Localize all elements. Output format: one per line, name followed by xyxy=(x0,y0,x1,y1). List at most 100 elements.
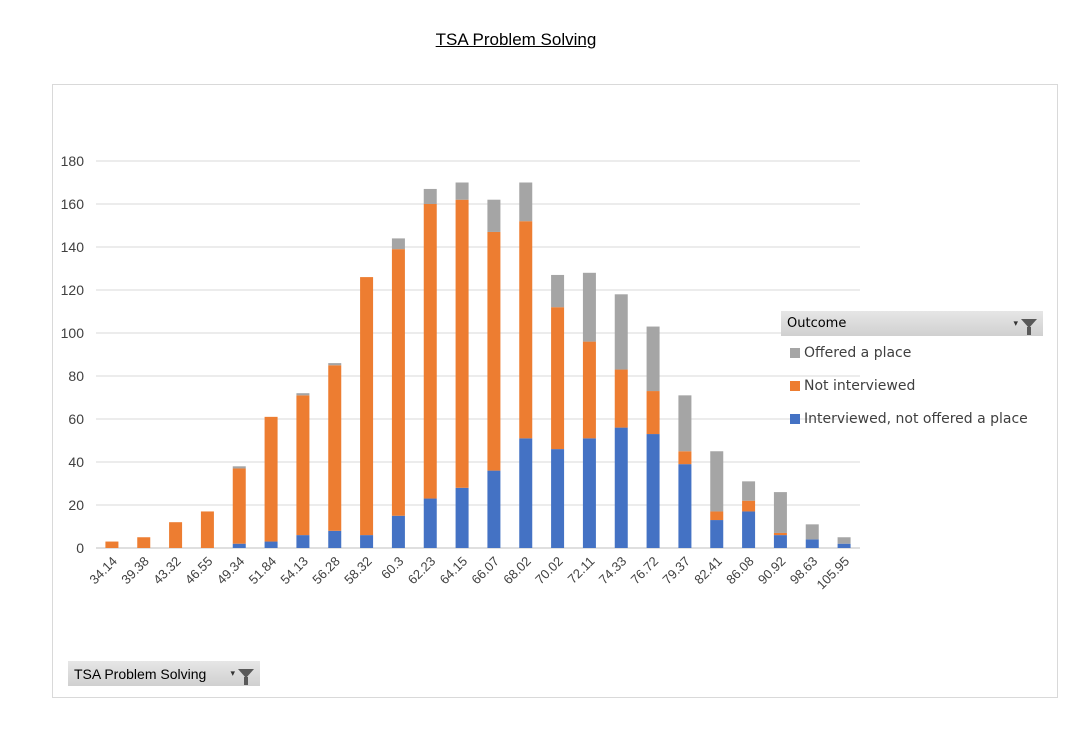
bar-segment xyxy=(232,466,246,469)
bar-segment xyxy=(582,438,596,548)
y-tick-label: 20 xyxy=(68,497,84,513)
bar-segment xyxy=(328,365,342,531)
y-tick-label: 0 xyxy=(76,540,84,556)
bar-segment xyxy=(169,522,183,548)
x-tick-label: 70.02 xyxy=(532,554,566,588)
bar-segment xyxy=(614,427,628,548)
bar-segment xyxy=(742,511,756,548)
x-tick-label: 76.72 xyxy=(628,554,662,588)
bar-segment xyxy=(773,492,787,533)
bar-segment xyxy=(105,541,119,548)
field-button-label: TSA Problem Solving xyxy=(74,665,207,682)
dropdown-caret-icon: ▾ xyxy=(230,668,235,678)
bar-segment xyxy=(487,470,501,548)
bar-segment xyxy=(519,221,533,439)
bar-segment xyxy=(455,487,469,548)
bar-segment xyxy=(296,393,310,396)
x-tick-label: 49.34 xyxy=(214,554,248,588)
filter-funnel-icon xyxy=(238,669,254,685)
legend-item[interactable]: Not interviewed xyxy=(781,369,1043,402)
bar-segment xyxy=(423,498,437,548)
legend-title: Outcome xyxy=(787,316,847,331)
y-tick-label: 60 xyxy=(68,411,84,427)
bar-segment xyxy=(614,294,628,370)
bar-segment xyxy=(742,500,756,512)
y-tick-label: 100 xyxy=(61,325,85,341)
x-tick-label: 43.32 xyxy=(150,554,184,588)
legend: Outcome ▾ Offered a place Not interviewe… xyxy=(781,311,1043,435)
x-tick-label: 68.02 xyxy=(500,554,534,588)
bar-segment xyxy=(773,532,787,536)
x-tick-label: 39.38 xyxy=(118,554,152,588)
legend-swatch xyxy=(790,380,800,391)
legend-swatch xyxy=(790,413,800,424)
bar-segment xyxy=(710,511,724,521)
x-tick-label: 105.95 xyxy=(813,554,852,593)
x-tick-label: 60.3 xyxy=(378,554,407,583)
legend-header-outcome[interactable]: Outcome ▾ xyxy=(781,311,1043,336)
bar-segment xyxy=(646,391,660,435)
bars xyxy=(105,182,851,548)
bar-segment xyxy=(710,451,724,512)
x-tick-label: 86.08 xyxy=(723,554,757,588)
x-tick-label: 72.11 xyxy=(565,554,598,587)
field-filter-button[interactable]: ▾ xyxy=(230,668,254,685)
bar-segment xyxy=(582,341,596,439)
bar-segment xyxy=(232,468,246,544)
bar-segment xyxy=(423,188,437,204)
legend-item[interactable]: Offered a place xyxy=(781,336,1043,369)
x-tick-label: 74.33 xyxy=(596,554,630,588)
bar-segment xyxy=(551,307,565,450)
bar-segment xyxy=(423,204,437,499)
x-tick-label: 54.13 xyxy=(277,554,311,588)
x-tick-label: 46.55 xyxy=(182,554,216,588)
bar-segment xyxy=(837,543,851,548)
bar-segment xyxy=(328,530,342,548)
bar-segment xyxy=(264,416,278,542)
y-tick-label: 160 xyxy=(61,196,85,212)
x-axis-ticks: 34.1439.3843.3246.5549.3451.8454.1356.28… xyxy=(86,554,852,593)
y-tick-label: 120 xyxy=(61,282,85,298)
bar-segment xyxy=(200,511,214,548)
legend-swatch xyxy=(790,347,800,358)
y-axis-ticks: 0 20 40 60 80 100 120 140 160 180 xyxy=(61,153,85,556)
bar-segment xyxy=(805,539,819,548)
bar-segment xyxy=(264,541,278,548)
bar-segment xyxy=(391,515,405,548)
bar-segment xyxy=(296,395,310,536)
bar-segment xyxy=(805,524,819,540)
x-tick-label: 56.28 xyxy=(309,554,343,588)
bar-segment xyxy=(328,363,342,366)
bar-segment xyxy=(360,535,374,548)
x-tick-label: 66.07 xyxy=(468,554,502,588)
bar-segment xyxy=(455,182,469,200)
legend-item[interactable]: Interviewed, not offered a place xyxy=(781,402,1043,435)
gridlines xyxy=(96,160,860,549)
y-tick-label: 140 xyxy=(61,239,85,255)
y-tick-label: 80 xyxy=(68,368,84,384)
x-tick-label: 79.37 xyxy=(659,554,693,588)
dropdown-caret-icon: ▾ xyxy=(1013,318,1018,329)
legend-label: Not interviewed xyxy=(804,377,916,394)
bar-segment xyxy=(742,481,756,501)
bar-segment xyxy=(646,326,660,392)
bar-segment xyxy=(487,231,501,471)
bar-segment xyxy=(519,438,533,548)
y-tick-label: 40 xyxy=(68,454,84,470)
legend-label: Interviewed, not offered a place xyxy=(804,410,1028,427)
bar-segment xyxy=(519,182,533,222)
x-tick-label: 82.41 xyxy=(691,554,725,588)
x-tick-label: 51.84 xyxy=(246,554,280,588)
bar-segment xyxy=(455,199,469,488)
legend-label: Offered a place xyxy=(804,344,912,361)
page-title: TSA Problem Solving xyxy=(435,30,597,49)
bar-segment xyxy=(360,277,374,536)
bar-segment xyxy=(232,543,246,548)
bar-segment xyxy=(582,272,596,342)
bar-segment xyxy=(296,535,310,548)
x-tick-label: 62.23 xyxy=(405,554,439,588)
bar-segment xyxy=(391,238,405,250)
field-button-tsa-problem-solving[interactable]: TSA Problem Solving ▾ xyxy=(68,661,260,686)
legend-filter-button[interactable]: ▾ xyxy=(1013,318,1037,335)
